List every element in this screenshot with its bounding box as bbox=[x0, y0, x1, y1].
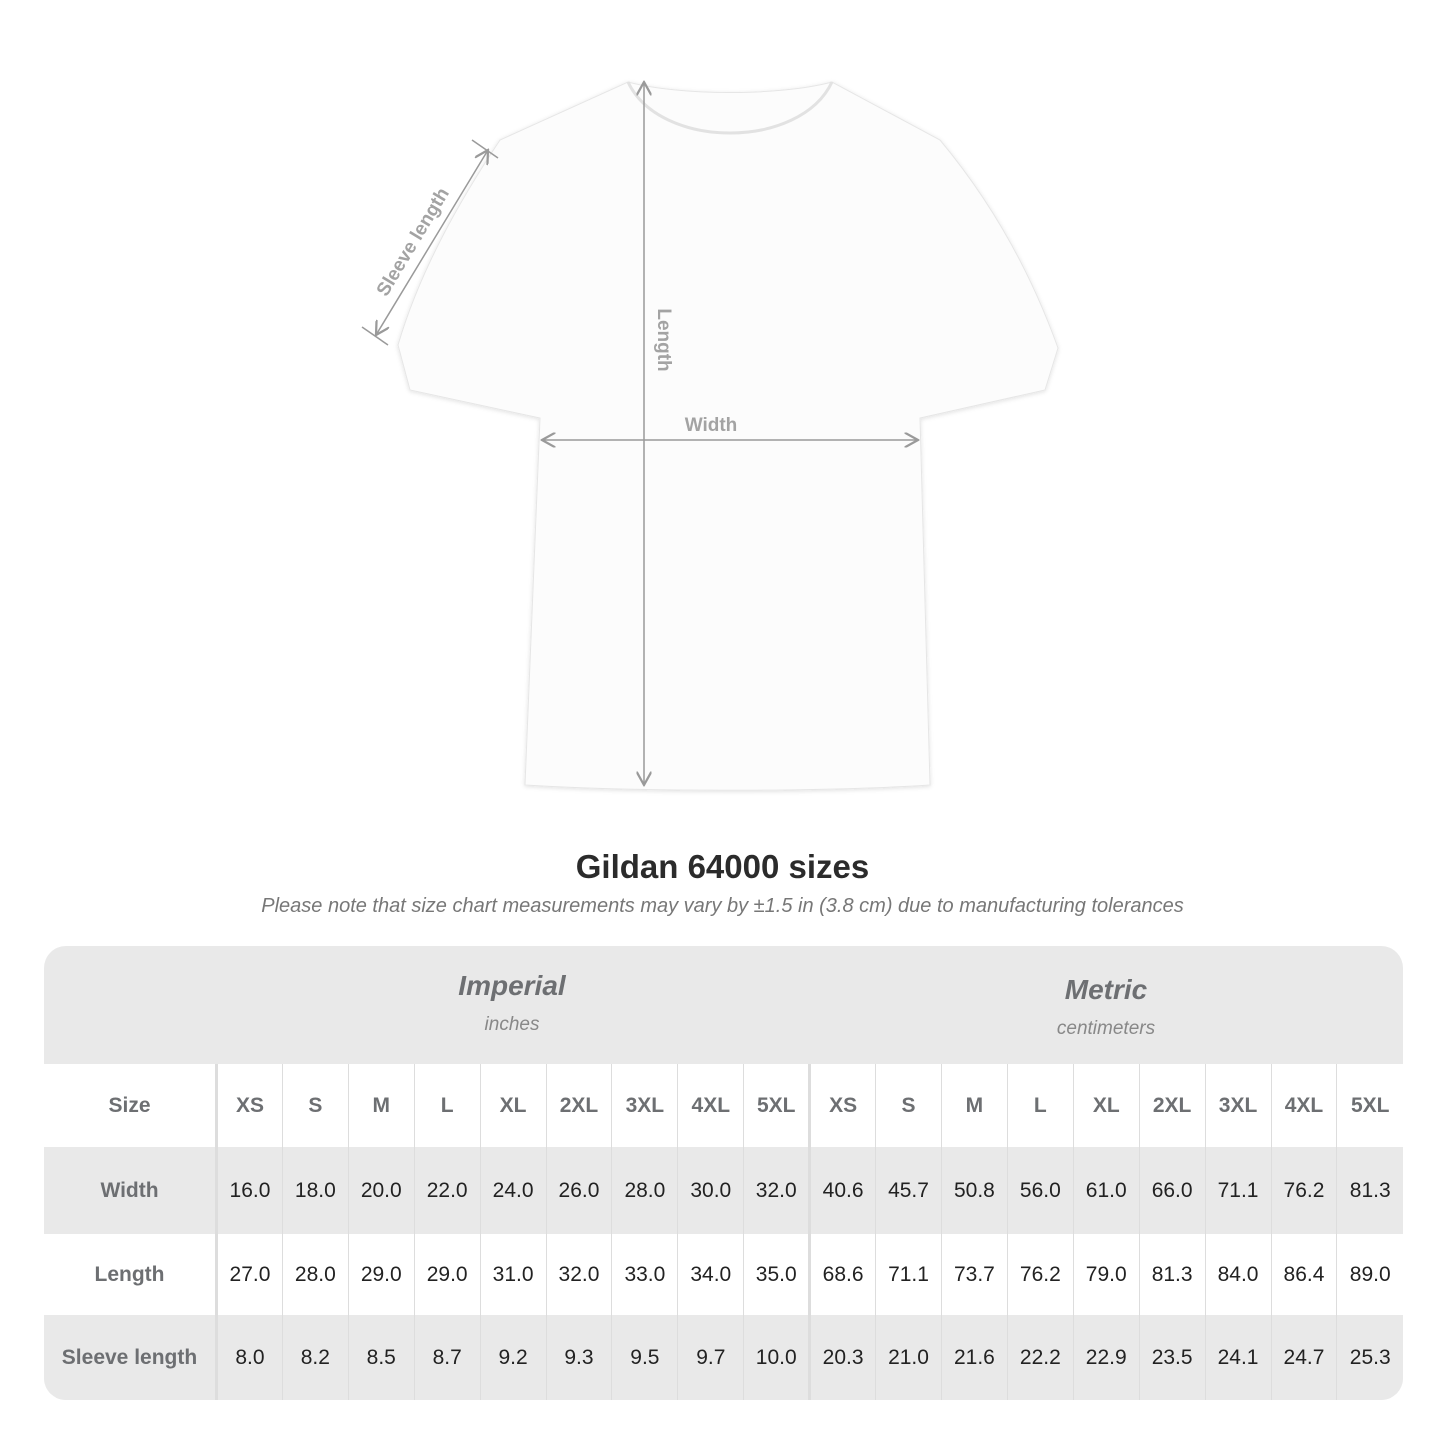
imperial-cell: 27.0 bbox=[216, 1234, 283, 1315]
metric-cell: 21.6 bbox=[940, 1315, 1008, 1400]
table-row: Sleeve length 8.0 8.2 8.5 8.7 9.2 9.3 9.5 9.7 10.… bbox=[44, 1315, 1403, 1400]
imperial-cell: 29.0 bbox=[413, 1234, 481, 1315]
imperial-cell: 31.0 bbox=[479, 1234, 547, 1315]
imperial-title: Imperial bbox=[458, 970, 566, 1001]
imperial-cell: 22.0 bbox=[413, 1147, 481, 1234]
sleeve-arrow bbox=[376, 150, 488, 335]
size-header: M bbox=[940, 1064, 1008, 1147]
width-label: Width bbox=[685, 415, 738, 436]
metric-unit: centimeters bbox=[1056, 1018, 1156, 1039]
imperial-cell: 33.0 bbox=[611, 1234, 678, 1315]
metric-cell: 22.9 bbox=[1072, 1315, 1140, 1400]
size-header: 4XL bbox=[1270, 1064, 1337, 1147]
size-header: M bbox=[347, 1064, 415, 1147]
imperial-cell: 26.0 bbox=[545, 1147, 612, 1234]
size-header: 2XL bbox=[1138, 1064, 1206, 1147]
metric-cell: 24.7 bbox=[1270, 1315, 1337, 1400]
metric-cell: 24.1 bbox=[1204, 1315, 1271, 1400]
metric-cell: 73.7 bbox=[940, 1234, 1008, 1315]
metric-cell: 66.0 bbox=[1138, 1147, 1206, 1234]
row-label: Width bbox=[44, 1147, 218, 1234]
size-header: XL bbox=[1072, 1064, 1140, 1147]
imperial-cell: 28.0 bbox=[281, 1234, 349, 1315]
size-header: 3XL bbox=[611, 1064, 678, 1147]
imperial-cell: 34.0 bbox=[677, 1234, 744, 1315]
tshirt-diagram: Sleeve length Length Width bbox=[361, 0, 1059, 791]
size-header: 3XL bbox=[1204, 1064, 1271, 1147]
metric-cell: 25.3 bbox=[1336, 1315, 1403, 1400]
row-label: Sleeve length bbox=[44, 1315, 218, 1400]
size-header: XS bbox=[216, 1064, 283, 1147]
metric-cell: 84.0 bbox=[1204, 1234, 1271, 1315]
size-header: XS bbox=[808, 1064, 876, 1147]
imperial-cell: 10.0 bbox=[743, 1315, 810, 1400]
row-label: Size bbox=[44, 1064, 218, 1147]
metric-cell: 20.3 bbox=[808, 1315, 876, 1400]
metric-cell: 40.6 bbox=[808, 1147, 876, 1234]
size-header: S bbox=[875, 1064, 942, 1147]
imperial-cell: 35.0 bbox=[743, 1234, 810, 1315]
metric-cell: 86.4 bbox=[1270, 1234, 1337, 1315]
metric-cell: 76.2 bbox=[1006, 1234, 1074, 1315]
size-header: L bbox=[413, 1064, 481, 1147]
imperial-cell: 30.0 bbox=[677, 1147, 744, 1234]
metric-cell: 23.5 bbox=[1138, 1315, 1206, 1400]
metric-header: Metric centimeters bbox=[809, 946, 1403, 1092]
size-header: 2XL bbox=[545, 1064, 612, 1147]
metric-cell: 50.8 bbox=[940, 1147, 1008, 1234]
row-label: Length bbox=[44, 1234, 218, 1315]
metric-cell: 22.2 bbox=[1006, 1315, 1074, 1400]
table-row: Length 27.0 28.0 29.0 29.0 31.0 32.0 33.0 34.0 35… bbox=[44, 1234, 1403, 1315]
size-header: 4XL bbox=[677, 1064, 744, 1147]
metric-cell: 21.0 bbox=[875, 1315, 942, 1400]
metric-cell: 71.1 bbox=[875, 1234, 942, 1315]
metric-title: Metric bbox=[1064, 974, 1148, 1005]
metric-cell: 81.3 bbox=[1138, 1234, 1206, 1315]
metric-cell: 81.3 bbox=[1336, 1147, 1403, 1234]
metric-cell: 71.1 bbox=[1204, 1147, 1271, 1234]
size-table: Imperial inches Metric centimeters Size X… bbox=[44, 946, 1403, 1400]
size-header: 5XL bbox=[1336, 1064, 1403, 1147]
imperial-cell: 32.0 bbox=[545, 1234, 612, 1315]
size-header: L bbox=[1006, 1064, 1074, 1147]
size-header: 5XL bbox=[743, 1064, 810, 1147]
imperial-cell: 8.2 bbox=[281, 1315, 349, 1400]
table-row-sizes: Size XS S M L XL 2XL 3XL 4XL 5XL XS S M L XL 2XL 3XL 4XL 5… bbox=[44, 1064, 1403, 1147]
metric-cell: 56.0 bbox=[1006, 1147, 1074, 1234]
metric-cell: 45.7 bbox=[875, 1147, 942, 1234]
table-row: Width 16.0 18.0 20.0 22.0 24.0 26.0 28.0 30.0 32.… bbox=[44, 1147, 1403, 1234]
size-header: S bbox=[281, 1064, 349, 1147]
imperial-cell: 28.0 bbox=[611, 1147, 678, 1234]
length-label: Length bbox=[653, 308, 674, 371]
imperial-cell: 16.0 bbox=[216, 1147, 283, 1234]
metric-cell: 68.6 bbox=[808, 1234, 876, 1315]
imperial-cell: 24.0 bbox=[479, 1147, 547, 1234]
imperial-cell: 32.0 bbox=[743, 1147, 810, 1234]
imperial-unit: inches bbox=[484, 1014, 540, 1035]
imperial-header: Imperial inches bbox=[215, 946, 809, 1088]
tshirt-shape bbox=[397, 81, 1059, 791]
imperial-cell: 9.5 bbox=[611, 1315, 678, 1400]
imperial-cell: 8.0 bbox=[216, 1315, 283, 1400]
imperial-cell: 20.0 bbox=[347, 1147, 415, 1234]
imperial-cell: 9.7 bbox=[677, 1315, 744, 1400]
metric-cell: 61.0 bbox=[1072, 1147, 1140, 1234]
imperial-cell: 18.0 bbox=[281, 1147, 349, 1234]
metric-cell: 89.0 bbox=[1336, 1234, 1403, 1315]
chart-title: Gildan 64000 sizes bbox=[575, 848, 870, 885]
metric-cell: 79.0 bbox=[1072, 1234, 1140, 1315]
imperial-cell: 8.7 bbox=[413, 1315, 481, 1400]
imperial-cell: 8.5 bbox=[347, 1315, 415, 1400]
size-grid: Size XS S M L XL 2XL 3XL 4XL 5XL XS S M L XL 2XL 3XL 4XL 5… bbox=[44, 1064, 1403, 1400]
size-header: XL bbox=[479, 1064, 547, 1147]
metric-cell: 76.2 bbox=[1270, 1147, 1337, 1234]
tolerance-note: Please note that size chart measurements… bbox=[261, 895, 1184, 917]
imperial-cell: 9.2 bbox=[479, 1315, 547, 1400]
imperial-cell: 29.0 bbox=[347, 1234, 415, 1315]
imperial-cell: 9.3 bbox=[545, 1315, 612, 1400]
